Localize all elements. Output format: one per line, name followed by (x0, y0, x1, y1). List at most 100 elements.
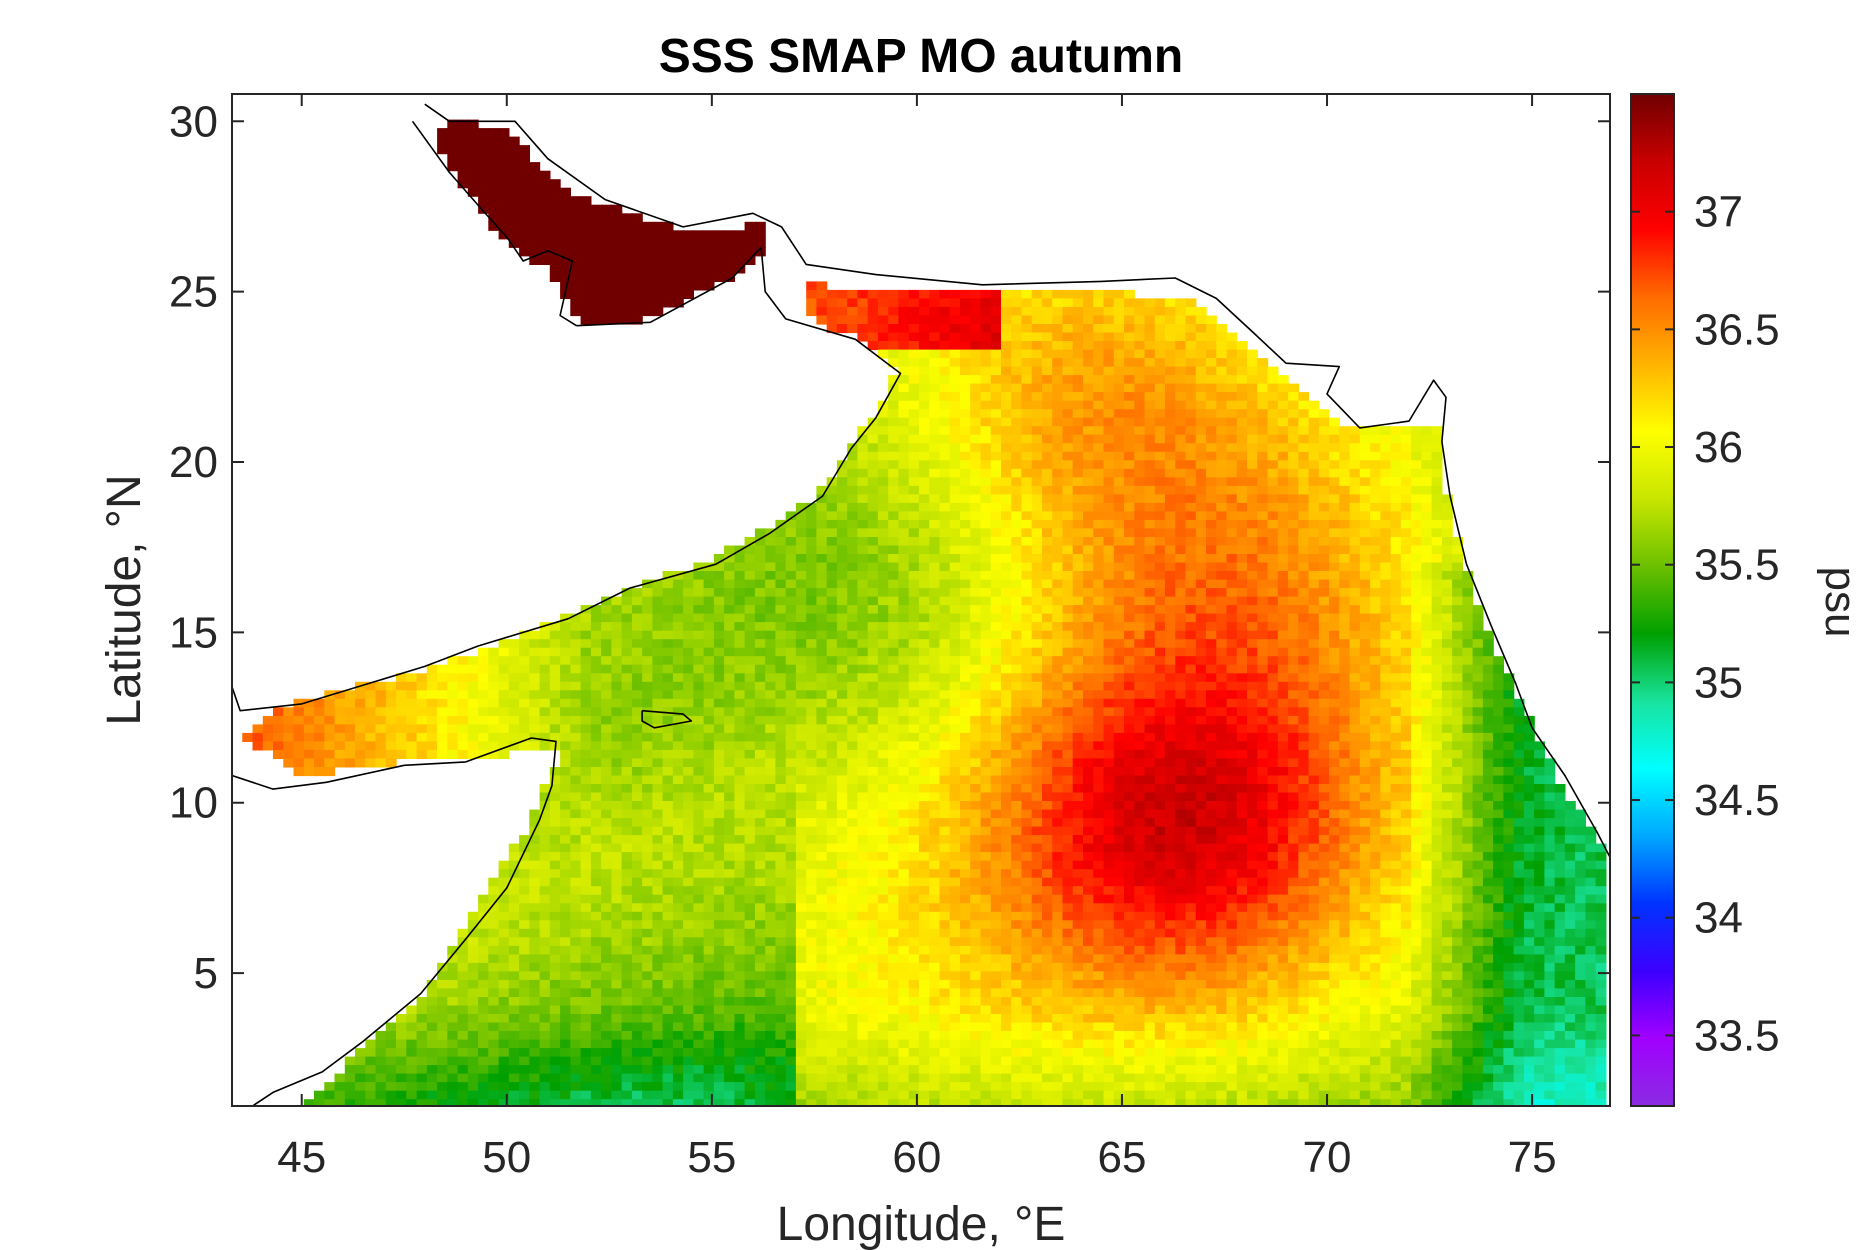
heatmap-cell (744, 784, 756, 794)
heatmap-cell (765, 707, 777, 717)
heatmap-cell (293, 698, 305, 708)
heatmap-cell (1195, 417, 1207, 427)
heatmap-cell (1226, 758, 1238, 768)
heatmap-cell (1185, 741, 1197, 751)
heatmap-cell (1349, 528, 1361, 538)
heatmap-cell (929, 324, 941, 334)
heatmap-cell (611, 307, 623, 317)
heatmap-cell (1482, 767, 1494, 777)
heatmap-cell (662, 588, 674, 598)
heatmap-cell (1318, 528, 1330, 538)
heatmap-cell (754, 622, 766, 632)
heatmap-cell (1421, 545, 1433, 555)
heatmap-cell (1513, 749, 1525, 759)
heatmap-cell (1441, 656, 1453, 666)
heatmap-cell (1072, 630, 1084, 640)
heatmap-cell (1103, 349, 1115, 359)
heatmap-cell (1093, 434, 1105, 444)
heatmap-cell (1144, 528, 1156, 538)
heatmap-cell (560, 622, 571, 632)
heatmap-cell (693, 673, 705, 683)
heatmap-cell (1472, 664, 1484, 674)
heatmap-cell (1370, 468, 1381, 478)
heatmap-cell (1298, 784, 1310, 794)
heatmap-cell (765, 613, 777, 623)
heatmap-cell (1513, 758, 1525, 768)
heatmap-cell (1134, 545, 1146, 555)
heatmap-cell (1318, 571, 1330, 581)
heatmap-cell (939, 417, 951, 427)
heatmap-cell (1493, 707, 1504, 717)
heatmap-cell (273, 715, 284, 725)
heatmap-cell (1411, 741, 1422, 751)
heatmap-cell (1042, 315, 1053, 325)
heatmap-cell (1421, 767, 1433, 777)
heatmap-cell (1339, 485, 1351, 495)
heatmap-cell (1308, 801, 1320, 811)
heatmap-cell (1175, 434, 1187, 444)
heatmap-cell (1134, 622, 1146, 632)
heatmap-cell (457, 715, 469, 725)
heatmap-cell (1031, 400, 1043, 410)
heatmap-cell (560, 264, 571, 274)
heatmap-cell (898, 698, 910, 708)
heatmap-cell (1083, 562, 1094, 572)
heatmap-cell (724, 698, 735, 708)
heatmap-cell (990, 664, 1002, 674)
heatmap-cell (1083, 468, 1094, 478)
heatmap-cell (1452, 647, 1463, 657)
heatmap-cell (1493, 715, 1504, 725)
heatmap-cell (662, 656, 674, 666)
heatmap-cell (857, 741, 869, 751)
heatmap-cell (1031, 707, 1043, 717)
heatmap-cell (1113, 664, 1125, 674)
heatmap-cell (734, 784, 746, 794)
heatmap-cell (918, 366, 930, 376)
heatmap-cell (1277, 494, 1289, 504)
heatmap-cell (990, 732, 1002, 742)
heatmap-cell (1247, 443, 1258, 453)
heatmap-cell (754, 664, 766, 674)
heatmap-cell (344, 758, 356, 768)
heatmap-cell (1062, 579, 1074, 589)
heatmap-cell (929, 349, 941, 359)
heatmap-cell (1277, 443, 1289, 453)
heatmap-cell (898, 332, 910, 342)
heatmap-cell (1072, 656, 1084, 666)
heatmap-cell (1318, 732, 1330, 742)
heatmap-cell (642, 801, 653, 811)
heatmap-cell (539, 196, 551, 206)
heatmap-cell (457, 732, 469, 742)
heatmap-cell (1308, 767, 1320, 777)
heatmap-cell (929, 647, 941, 657)
heatmap-cell (1206, 324, 1217, 334)
heatmap-cell (898, 801, 910, 811)
heatmap-cell (1236, 656, 1248, 666)
heatmap-cell (775, 767, 787, 777)
heatmap-cell (1144, 460, 1156, 470)
heatmap-cell (621, 698, 633, 708)
heatmap-cell (795, 579, 807, 589)
heatmap-cell (1339, 613, 1351, 623)
heatmap-cell (857, 579, 869, 589)
heatmap-cell (1031, 596, 1043, 606)
heatmap-cell (683, 801, 694, 811)
heatmap-cell (1093, 417, 1105, 427)
heatmap-cell (1195, 349, 1207, 359)
heatmap-cell (642, 247, 653, 257)
heatmap-cell (355, 715, 366, 725)
heatmap-cell (1318, 630, 1330, 640)
heatmap-cell (939, 664, 951, 674)
heatmap-cell (1062, 537, 1074, 547)
heatmap-cell (918, 392, 930, 402)
heatmap-cell (1134, 358, 1146, 368)
heatmap-cell (703, 605, 715, 615)
heatmap-cell (590, 289, 602, 299)
heatmap-cell (970, 613, 982, 623)
heatmap-cell (970, 409, 982, 419)
heatmap-cell (939, 647, 951, 657)
heatmap-cell (734, 622, 746, 632)
heatmap-cell (806, 511, 818, 521)
heatmap-cell (1359, 426, 1371, 436)
heatmap-cell (1298, 656, 1310, 666)
